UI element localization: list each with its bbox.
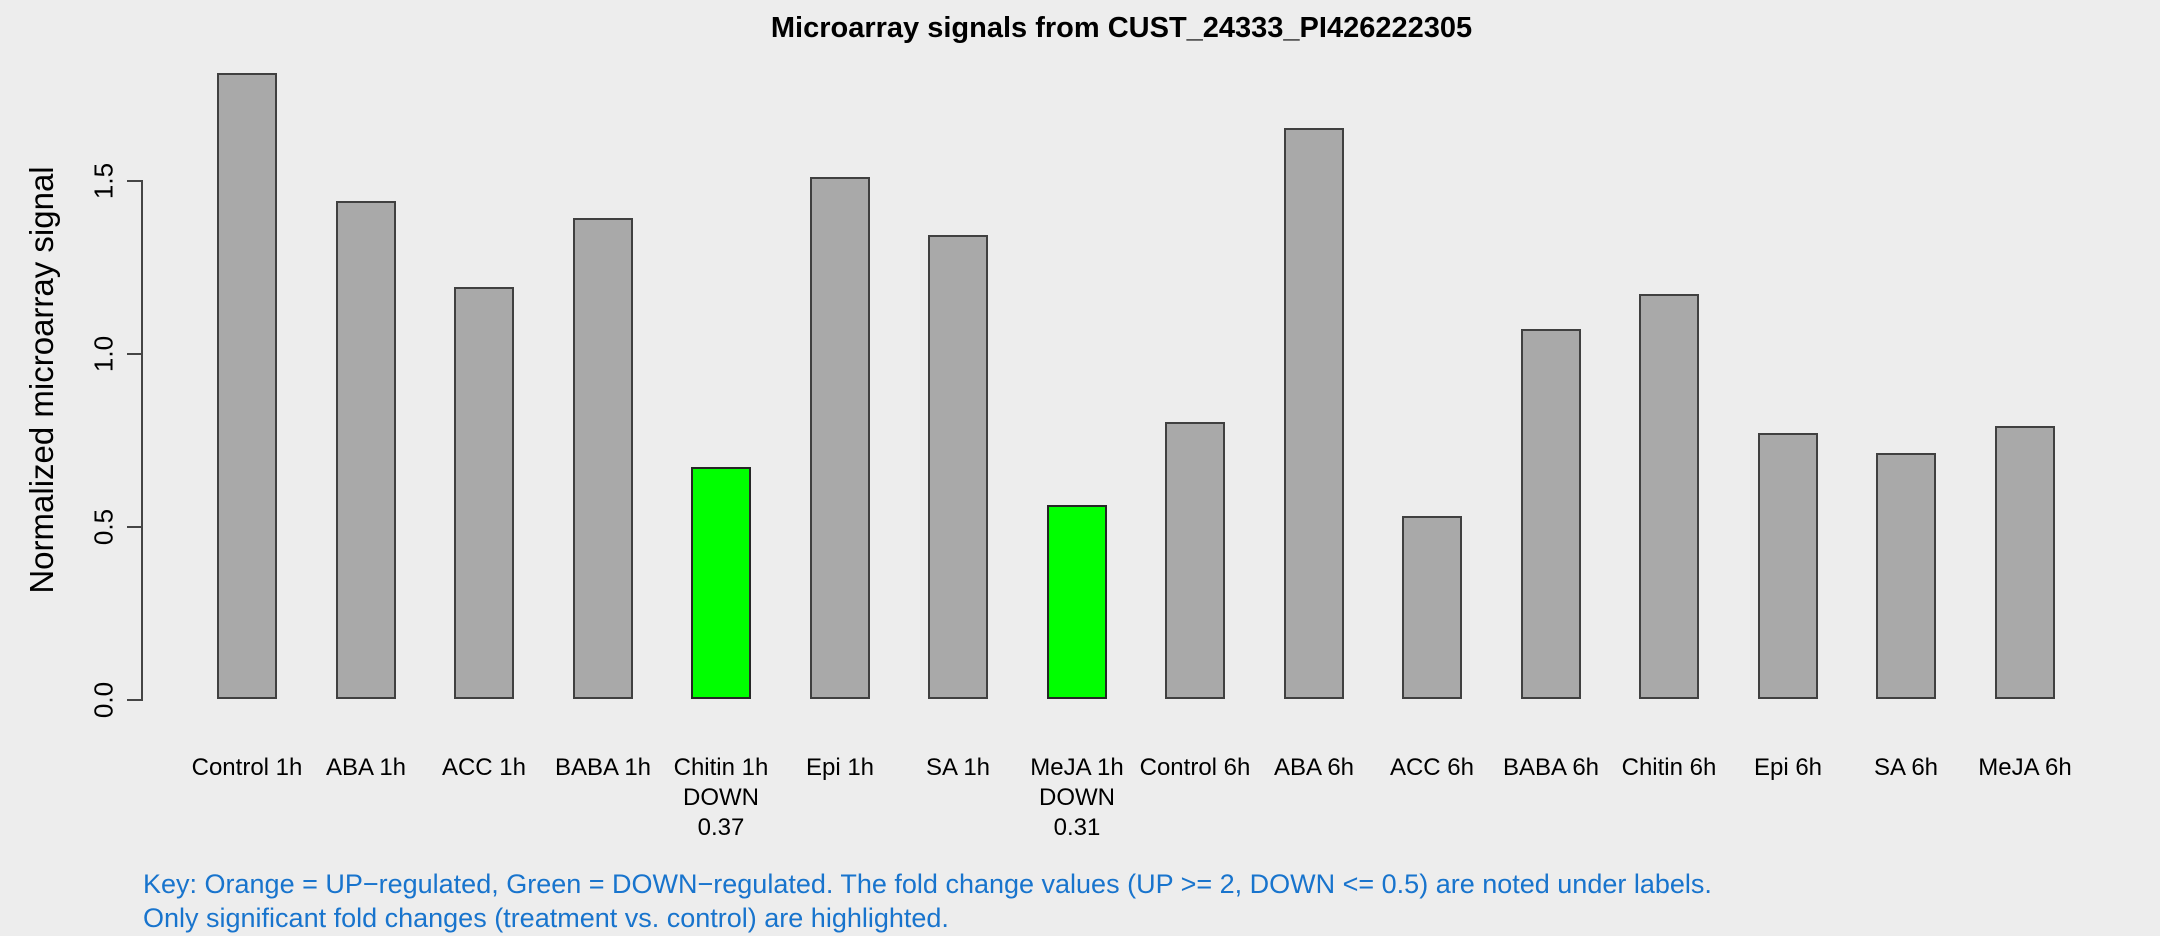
bar-label: Control 1h: [191, 754, 303, 781]
bar-label: Control 6h: [1139, 754, 1251, 781]
bar-label: MeJA 1h: [1030, 754, 1124, 781]
bar-label: ACC 1h: [441, 754, 527, 781]
x-category-label: ABA 1h: [281, 753, 451, 783]
bar-regulation-note: DOWN: [1039, 784, 1115, 811]
y-tick-mark: [127, 353, 141, 355]
bar-label: Chitin 1h: [673, 754, 769, 781]
x-category-label: Epi 1h: [755, 753, 925, 783]
bar: [1995, 426, 2055, 699]
y-tick-label: 1.0: [88, 335, 119, 373]
x-category-label: MeJA 1h DOWN 0.31: [992, 753, 1162, 843]
bar-label: BABA 1h: [554, 754, 652, 781]
bar: [217, 73, 277, 699]
chart-title: Microarray signals from CUST_24333_PI426…: [770, 12, 1473, 44]
x-category-label: Chitin 1h DOWN 0.37: [636, 753, 806, 843]
bar-regulation-note: DOWN: [683, 784, 759, 811]
bar: [573, 218, 633, 699]
legend-key-line-2: Only significant fold changes (treatment…: [143, 903, 949, 933]
bar: [928, 235, 988, 699]
x-category-label: MeJA 6h: [1940, 753, 2110, 783]
x-category-label: BABA 6h: [1466, 753, 1636, 783]
x-category-label: ACC 1h: [399, 753, 569, 783]
y-axis-line: [141, 180, 143, 701]
bar-label: Epi 6h: [1753, 754, 1823, 781]
bar: [1402, 516, 1462, 699]
bar-down-regulated: [1047, 505, 1107, 699]
bar: [1639, 294, 1699, 699]
x-category-label: SA 1h: [873, 753, 1043, 783]
y-tick-mark: [127, 180, 141, 182]
legend-key-line-1: Key: Orange = UP−regulated, Green = DOWN…: [143, 869, 1712, 899]
bar-label: ABA 1h: [325, 754, 407, 781]
bar: [1876, 453, 1936, 699]
y-tick-mark: [127, 526, 141, 528]
bar: [336, 201, 396, 699]
bar-fold-change-value: 0.37: [697, 814, 745, 841]
bar-label: Epi 1h: [805, 754, 875, 781]
x-category-label: ACC 6h: [1347, 753, 1517, 783]
x-category-label: ABA 6h: [1229, 753, 1399, 783]
y-tick-label: 0.5: [88, 508, 119, 546]
bar: [810, 177, 870, 699]
x-category-label: SA 6h: [1821, 753, 1991, 783]
bar: [1758, 433, 1818, 699]
bar: [454, 287, 514, 699]
bar-fold-change-value: 0.31: [1053, 814, 1101, 841]
y-axis-label: Normalized microarray signal: [23, 166, 60, 594]
bar-down-regulated: [691, 467, 751, 699]
bar-label: BABA 6h: [1502, 754, 1600, 781]
y-tick-label: 1.5: [88, 162, 119, 200]
bar-label: MeJA 6h: [1978, 754, 2072, 781]
x-category-label: BABA 1h: [518, 753, 688, 783]
bar-label: ABA 6h: [1273, 754, 1355, 781]
x-category-label: Control 1h: [162, 753, 332, 783]
y-tick-label: 0.0: [88, 681, 119, 719]
bar: [1521, 329, 1581, 699]
bar-label: SA 1h: [925, 754, 991, 781]
bar-label: SA 6h: [1873, 754, 1939, 781]
bar: [1284, 128, 1344, 699]
bar-label: Chitin 6h: [1621, 754, 1717, 781]
x-category-label: Epi 6h: [1703, 753, 1873, 783]
y-tick-mark: [127, 699, 141, 701]
x-category-label: Control 6h: [1110, 753, 1280, 783]
x-category-label: Chitin 6h: [1584, 753, 1754, 783]
bar-label: ACC 6h: [1389, 754, 1475, 781]
bar: [1165, 422, 1225, 699]
